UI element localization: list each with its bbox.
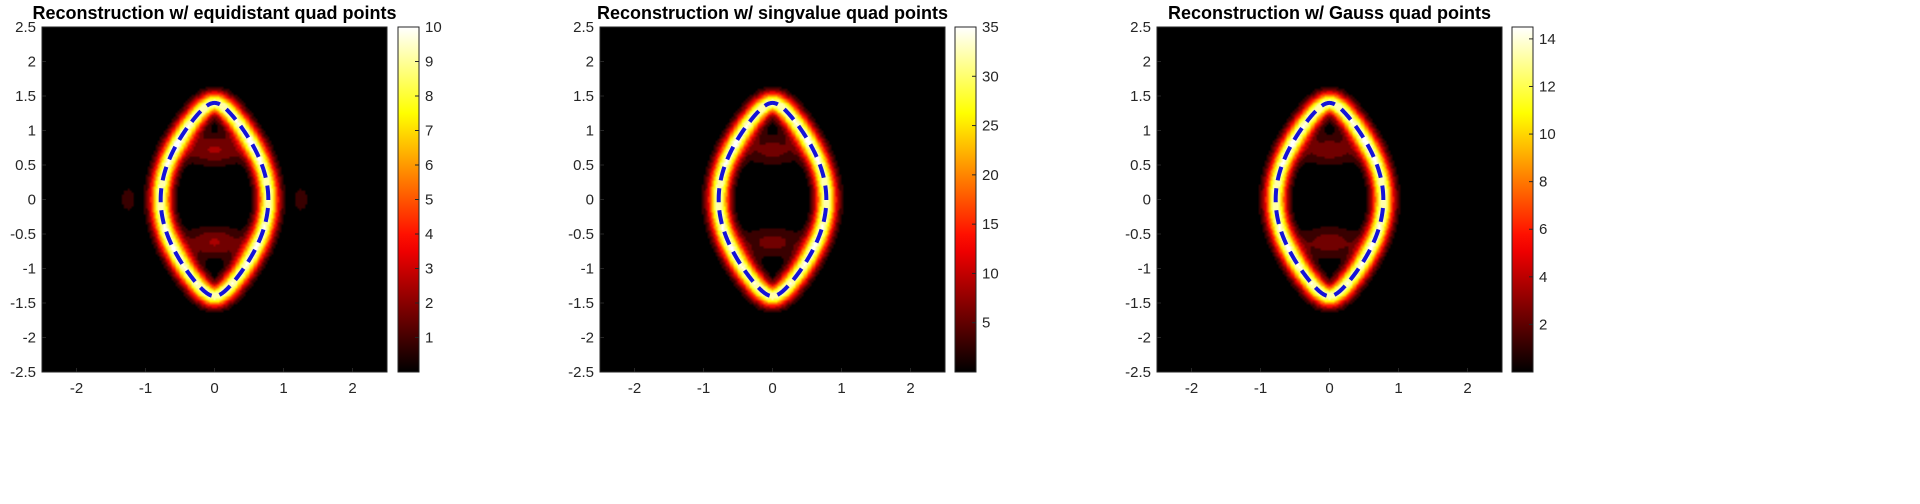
colorbar-tick-label: 10: [982, 265, 999, 282]
y-tick-label: -0.5: [10, 226, 36, 243]
y-tick-label: 2: [28, 54, 36, 71]
y-tick-label: 0.5: [15, 157, 36, 174]
x-tick-label: -1: [139, 380, 152, 397]
x-tick-label: 0: [1325, 380, 1333, 397]
colorbar-tick-label: 9: [425, 54, 433, 71]
x-tick-label: 2: [1463, 380, 1471, 397]
y-tick-label: 1.5: [1130, 88, 1151, 105]
y-tick-label: -2: [23, 330, 36, 347]
y-tick-label: 2: [586, 54, 594, 71]
x-tick-label: 0: [210, 380, 218, 397]
colorbar-tick-label: 20: [982, 167, 999, 184]
colorbar-tick-label: 1: [425, 330, 433, 347]
y-tick-label: -1: [581, 261, 594, 278]
colorbar-tick-label: 10: [425, 19, 442, 36]
y-tick-label: -0.5: [568, 226, 594, 243]
colorbar-tick-label: 8: [1539, 174, 1547, 191]
x-tick-label: 1: [279, 380, 287, 397]
y-tick-label: 0: [28, 192, 36, 209]
colorbar-tick-label: 2: [425, 295, 433, 312]
y-tick-label: -1: [1138, 261, 1151, 278]
heatmap-image: [600, 27, 945, 372]
colorbar-tick-label: 14: [1539, 31, 1556, 48]
colorbar-tick-label: 3: [425, 261, 433, 278]
true-boundary-dashed-line: [1273, 100, 1386, 299]
colorbar-tick-label: 6: [1539, 221, 1547, 238]
y-tick-label: -2.5: [1125, 364, 1151, 381]
colorbar-tick-label: 12: [1539, 78, 1556, 95]
colorbar-tick-label: 15: [982, 216, 999, 233]
y-tick-label: -2: [1138, 330, 1151, 347]
heatmap-image: [42, 27, 387, 372]
colorbar-tick-label: 25: [982, 118, 999, 135]
y-tick-label: 1.5: [573, 88, 594, 105]
chart-title: Reconstruction w/ Gauss quad points: [1168, 3, 1491, 23]
chart-panel-1: Reconstruction w/ equidistant quad point…: [10, 3, 442, 397]
x-tick-label: 0: [768, 380, 776, 397]
colorbar-tick-label: 35: [982, 19, 999, 36]
colorbar: [1511, 26, 1534, 373]
x-tick-label: -1: [697, 380, 710, 397]
x-tick-label: 1: [1394, 380, 1402, 397]
y-tick-label: -1.5: [568, 295, 594, 312]
heatmap-image: [1157, 27, 1502, 372]
x-tick-label: -1: [1254, 380, 1267, 397]
colorbar-tick-label: 4: [1539, 269, 1547, 286]
y-tick-label: -2.5: [10, 364, 36, 381]
colorbar-tick-label: 30: [982, 68, 999, 85]
colorbar-tick-label: 6: [425, 157, 433, 174]
y-tick-label: 2.5: [573, 19, 594, 36]
y-tick-label: 0: [586, 192, 594, 209]
y-tick-label: -2.5: [568, 364, 594, 381]
chart-panel-2: Reconstruction w/ singvalue quad points -…: [568, 3, 999, 397]
y-tick-label: -2: [581, 330, 594, 347]
x-tick-label: 2: [348, 380, 356, 397]
colorbar-tick-label: 7: [425, 123, 433, 140]
y-tick-label: 0.5: [573, 157, 594, 174]
y-tick-label: 2.5: [15, 19, 36, 36]
colorbar-tick-label: 4: [425, 226, 433, 243]
colorbar-tick-label: 10: [1539, 126, 1556, 143]
x-tick-label: 1: [837, 380, 845, 397]
true-boundary-dashed-line: [716, 100, 829, 299]
colorbar: [954, 26, 977, 373]
chart-title: Reconstruction w/ equidistant quad point…: [32, 3, 396, 23]
chart-title: Reconstruction w/ singvalue quad points: [597, 3, 948, 23]
y-tick-label: 1: [1143, 123, 1151, 140]
y-tick-label: 2.5: [1130, 19, 1151, 36]
x-tick-label: -2: [70, 380, 83, 397]
colorbar-tick-label: 2: [1539, 316, 1547, 333]
y-tick-label: 2: [1143, 54, 1151, 71]
chart-panel-3: Reconstruction w/ Gauss quad points -2 -1 0…: [1125, 3, 1556, 397]
x-tick-label: 2: [906, 380, 914, 397]
colorbar-tick-label: 5: [425, 192, 433, 209]
y-tick-label: -1.5: [1125, 295, 1151, 312]
y-tick-label: 1: [28, 123, 36, 140]
y-tick-label: 0.5: [1130, 157, 1151, 174]
y-tick-label: -1.5: [10, 295, 36, 312]
y-tick-label: 0: [1143, 192, 1151, 209]
colorbar-tick-label: 5: [982, 315, 990, 332]
x-tick-label: -2: [628, 380, 641, 397]
true-boundary-dashed-line: [158, 100, 271, 299]
colorbar-tick-label: 8: [425, 88, 433, 105]
x-tick-label: -2: [1185, 380, 1198, 397]
y-tick-label: 1.5: [15, 88, 36, 105]
y-tick-label: -1: [23, 261, 36, 278]
y-tick-label: 1: [586, 123, 594, 140]
y-tick-label: -0.5: [1125, 226, 1151, 243]
